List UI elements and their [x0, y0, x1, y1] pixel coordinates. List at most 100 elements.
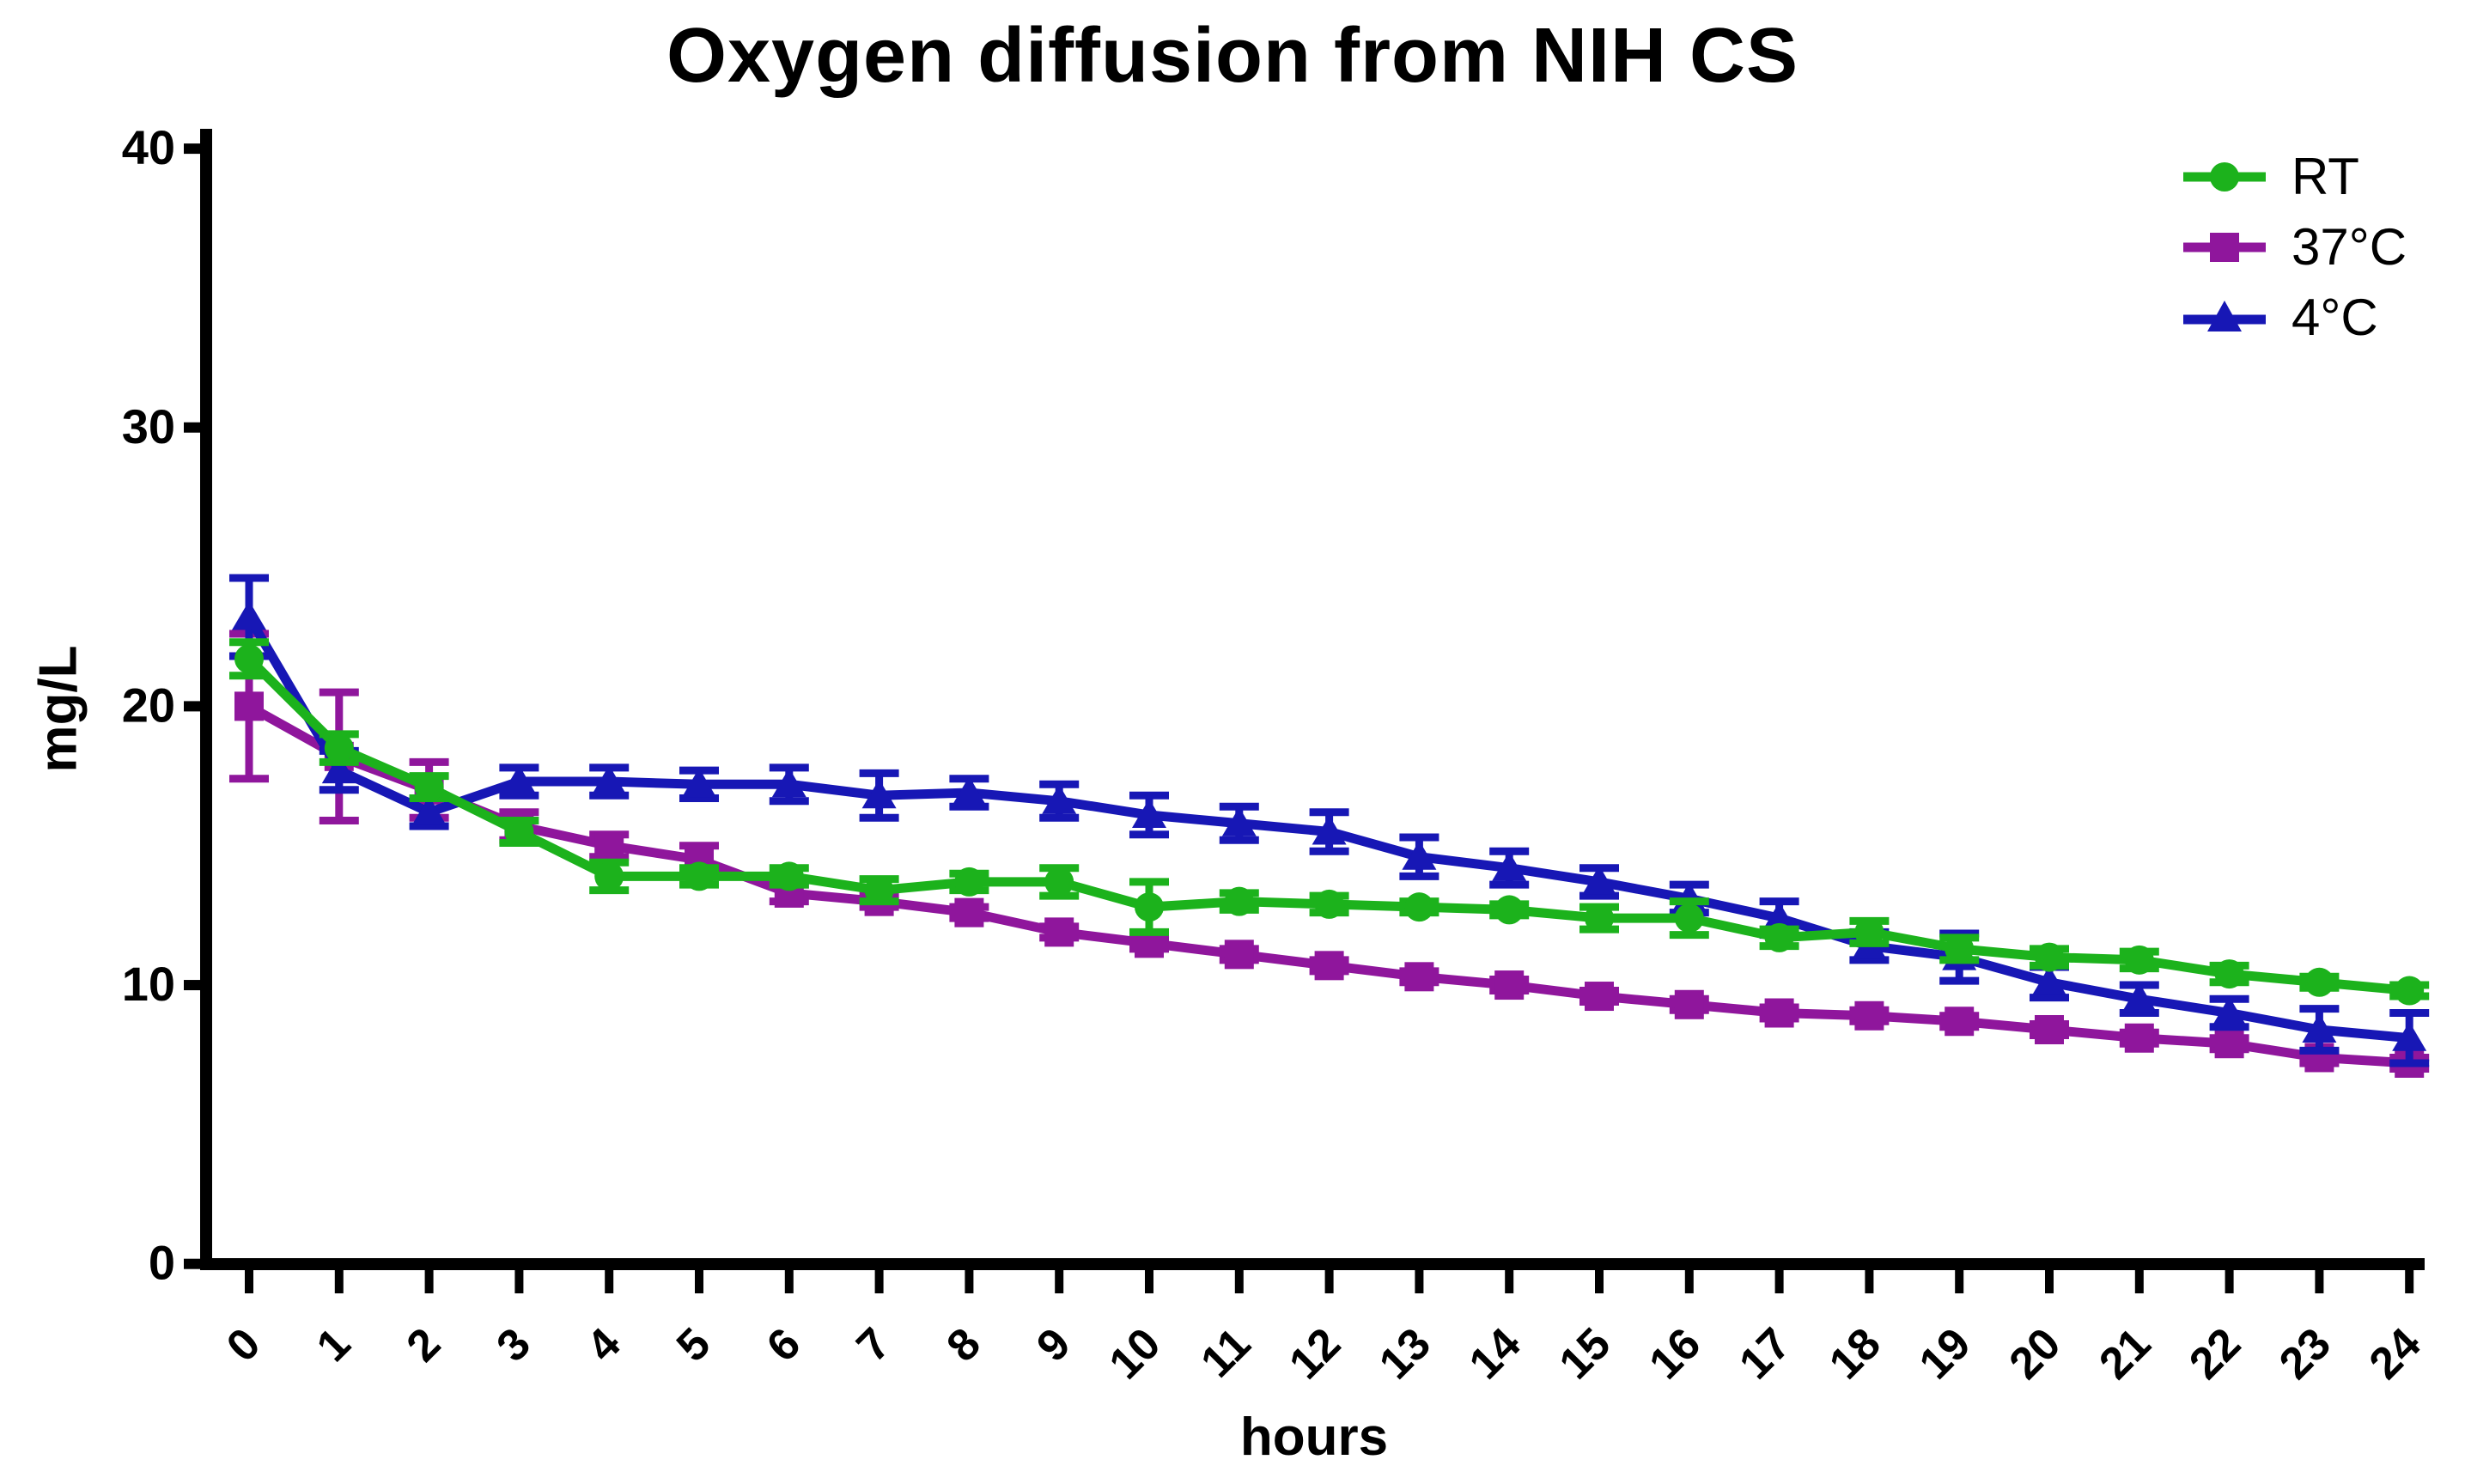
data-point-marker: [234, 644, 264, 674]
x-tick: [245, 1270, 253, 1293]
data-point-marker: [594, 830, 624, 861]
data-point-marker: [1312, 815, 1347, 845]
y-axis-title: mg/L: [28, 645, 88, 773]
y-tick: [184, 1258, 200, 1269]
legend: RT 37°C 4°C: [2183, 151, 2407, 344]
data-point-marker: [234, 691, 264, 721]
x-tick-label: 2: [398, 1318, 450, 1371]
x-tick: [1505, 1270, 1514, 1293]
x-tick: [334, 1270, 344, 1293]
data-point-marker: [2035, 942, 2064, 972]
data-point-marker: [682, 768, 716, 798]
data-point-marker: [954, 867, 984, 897]
data-point-marker: [1494, 970, 1525, 1000]
data-point-marker: [2302, 1013, 2337, 1043]
data-point-marker: [2214, 959, 2244, 989]
37c-series-swatch-icon: [2183, 233, 2266, 262]
data-point-marker: [1764, 998, 1794, 1028]
legend-label-4c: 4°C: [2292, 289, 2378, 346]
x-tick-label: 24: [2360, 1318, 2431, 1389]
x-tick-label: 1: [307, 1318, 360, 1371]
x-tick: [2315, 1270, 2324, 1293]
data-point-marker: [2035, 1014, 2064, 1044]
x-tick: [1324, 1270, 1334, 1293]
data-point-marker: [1854, 917, 1884, 947]
data-point-marker: [1582, 865, 1616, 895]
y-tick: [184, 143, 200, 155]
y-tick-label: 10: [122, 957, 175, 1011]
x-tick: [1055, 1270, 1064, 1293]
data-point-marker: [324, 733, 354, 763]
x-tick-label: 22: [2180, 1318, 2250, 1389]
data-point-marker: [1044, 917, 1074, 947]
data-point-marker: [1764, 922, 1794, 952]
y-tick: [184, 980, 200, 991]
data-point-marker: [2392, 1021, 2427, 1051]
data-point-marker: [2304, 967, 2334, 997]
x-tick: [1865, 1270, 1874, 1293]
x-tick-label: 9: [1027, 1318, 1080, 1371]
data-point-marker: [321, 754, 356, 784]
legend-label-37c: 37°C: [2292, 218, 2407, 276]
x-tick-label: 7: [848, 1318, 900, 1371]
y-tick-label: 40: [122, 120, 175, 174]
data-point-marker: [2121, 982, 2157, 1013]
data-point-marker: [2124, 1023, 2154, 1053]
data-point-marker: [1762, 902, 1797, 932]
x-tick: [965, 1270, 974, 1293]
x-tick-label: 8: [937, 1318, 989, 1371]
data-point-marker: [1314, 889, 1344, 919]
x-tick: [424, 1270, 434, 1293]
data-point-marker: [1404, 962, 1434, 992]
x-tick: [1684, 1270, 1694, 1293]
data-point-marker: [1224, 940, 1254, 970]
data-point-marker: [232, 600, 266, 630]
data-point-marker: [1674, 989, 1704, 1019]
data-point-marker: [2032, 965, 2066, 995]
data-point-marker: [1585, 982, 1614, 1012]
legend-label-rt: RT: [2292, 148, 2359, 205]
x-tick: [695, 1270, 703, 1293]
x-tick: [1234, 1270, 1244, 1293]
data-point-marker: [502, 765, 537, 795]
legend-item-37c: 37°C: [2183, 222, 2407, 273]
x-tick: [1595, 1270, 1604, 1293]
x-tick-label: 4: [577, 1318, 630, 1371]
x-tick-label: 17: [1730, 1318, 1800, 1389]
x-tick-label: 15: [1550, 1318, 1621, 1389]
data-point-marker: [592, 765, 627, 795]
legend-item-rt: RT: [2183, 151, 2407, 203]
x-tick-label: 23: [2270, 1318, 2340, 1389]
data-point-marker: [504, 817, 534, 847]
data-point-marker: [1492, 851, 1527, 881]
y-tick-label: 20: [122, 678, 175, 732]
data-point-marker: [774, 861, 804, 891]
data-point-marker: [411, 795, 447, 825]
x-tick-label: 11: [1191, 1318, 1260, 1387]
data-point-marker: [594, 861, 624, 891]
data-point-marker: [685, 861, 714, 891]
data-point-marker: [1042, 784, 1077, 814]
x-tick: [514, 1270, 524, 1293]
x-tick-label: 21: [2090, 1318, 2160, 1389]
data-point-marker: [2395, 976, 2425, 1006]
x-tick-label: 19: [1910, 1318, 1981, 1389]
x-tick-label: 6: [758, 1318, 810, 1371]
data-point-marker: [1945, 1007, 1975, 1037]
x-tick-label: 12: [1280, 1318, 1350, 1389]
x-tick-label: 3: [487, 1318, 539, 1371]
x-tick-label: 10: [1100, 1318, 1171, 1389]
x-axis: [200, 1258, 2425, 1270]
data-point-marker: [1402, 840, 1437, 870]
y-axis: [200, 129, 212, 1270]
chart-title: Oxygen diffusion from NIH CS: [666, 13, 1799, 99]
x-tick-label: 13: [1370, 1318, 1440, 1389]
x-tick-label: 18: [1820, 1318, 1890, 1389]
x-tick: [784, 1270, 794, 1293]
data-point-marker: [1314, 951, 1344, 981]
data-point-marker: [2214, 1029, 2244, 1059]
data-point-marker: [952, 776, 987, 806]
x-tick: [1415, 1270, 1424, 1293]
data-point-marker: [1224, 886, 1254, 916]
